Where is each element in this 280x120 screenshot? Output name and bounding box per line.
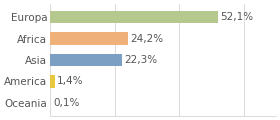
Text: 1,4%: 1,4% — [57, 76, 84, 87]
Bar — [50, 75, 55, 88]
Text: 24,2%: 24,2% — [131, 33, 164, 44]
Text: 0,1%: 0,1% — [53, 98, 79, 108]
Text: 22,3%: 22,3% — [125, 55, 158, 65]
Bar — [50, 11, 218, 24]
Text: 52,1%: 52,1% — [221, 12, 254, 22]
Bar — [50, 32, 128, 45]
Bar — [50, 54, 122, 66]
